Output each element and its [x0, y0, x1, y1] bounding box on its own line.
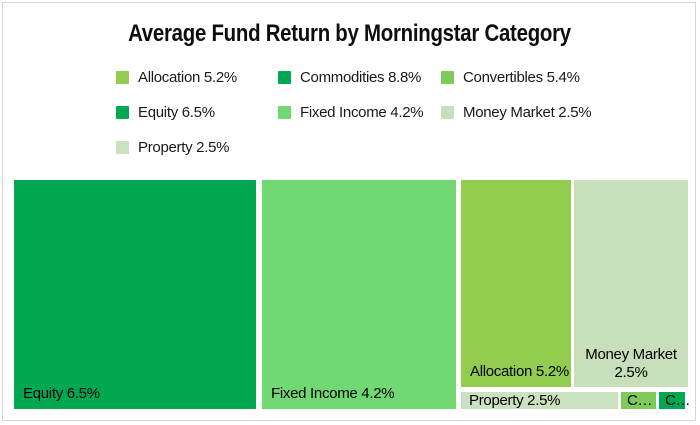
chart-title: Average Fund Return by Morningstar Categ…: [3, 20, 695, 48]
legend-label: Convertibles 5.4%: [463, 69, 580, 86]
legend-swatch-icon: [441, 71, 454, 84]
treemap: Equity 6.5% Fixed Income 4.2% Allocation…: [14, 180, 691, 409]
legend-swatch-icon: [116, 141, 129, 154]
legend-swatch-icon: [278, 71, 291, 84]
legend-swatch-icon: [441, 106, 454, 119]
treemap-tile-commodities[interactable]: C…: [659, 392, 691, 409]
legend-item-property[interactable]: Property 2.5%: [116, 139, 278, 156]
legend-label: Commodities 8.8%: [300, 69, 422, 86]
legend-item-convertibles[interactable]: Convertibles 5.4%: [441, 69, 591, 86]
legend-label: Property 2.5%: [138, 139, 230, 156]
chart-card: Average Fund Return by Morningstar Categ…: [2, 2, 696, 421]
legend-item-allocation[interactable]: Allocation 5.2%: [116, 69, 278, 86]
legend-label: Fixed Income 4.2%: [300, 104, 424, 121]
legend-label: Money Market 2.5%: [463, 104, 592, 121]
chart-title-text: Average Fund Return by Morningstar Categ…: [127, 20, 571, 47]
tile-label: C…: [627, 392, 653, 409]
legend-item-money-market[interactable]: Money Market 2.5%: [441, 104, 592, 121]
legend-label: Equity 6.5%: [138, 104, 215, 121]
tile-label: C…: [665, 392, 691, 409]
treemap-tile-property[interactable]: Property 2.5%: [461, 392, 618, 409]
treemap-tile-convertibles[interactable]: C…: [621, 392, 656, 409]
legend-label: Allocation 5.2%: [138, 69, 237, 86]
tile-label: Fixed Income 4.2%: [271, 385, 395, 402]
tile-label: Equity 6.5%: [23, 385, 100, 402]
tile-label: Allocation 5.2%: [470, 363, 569, 380]
treemap-tile-money-market[interactable]: Money Market 2.5%: [574, 180, 688, 387]
tile-label: Money Market 2.5%: [585, 346, 677, 381]
legend: Allocation 5.2% Commodities 8.8% Convert…: [116, 69, 592, 156]
treemap-tile-allocation[interactable]: Allocation 5.2%: [461, 180, 571, 387]
legend-swatch-icon: [116, 71, 129, 84]
tile-label: Property 2.5%: [469, 392, 561, 409]
legend-swatch-icon: [116, 106, 129, 119]
treemap-tile-equity[interactable]: Equity 6.5%: [14, 180, 256, 409]
legend-swatch-icon: [278, 106, 291, 119]
legend-item-commodities[interactable]: Commodities 8.8%: [278, 69, 441, 86]
legend-item-equity[interactable]: Equity 6.5%: [116, 104, 278, 121]
legend-item-fixed-income[interactable]: Fixed Income 4.2%: [278, 104, 441, 121]
treemap-tile-fixed-income[interactable]: Fixed Income 4.2%: [262, 180, 456, 409]
